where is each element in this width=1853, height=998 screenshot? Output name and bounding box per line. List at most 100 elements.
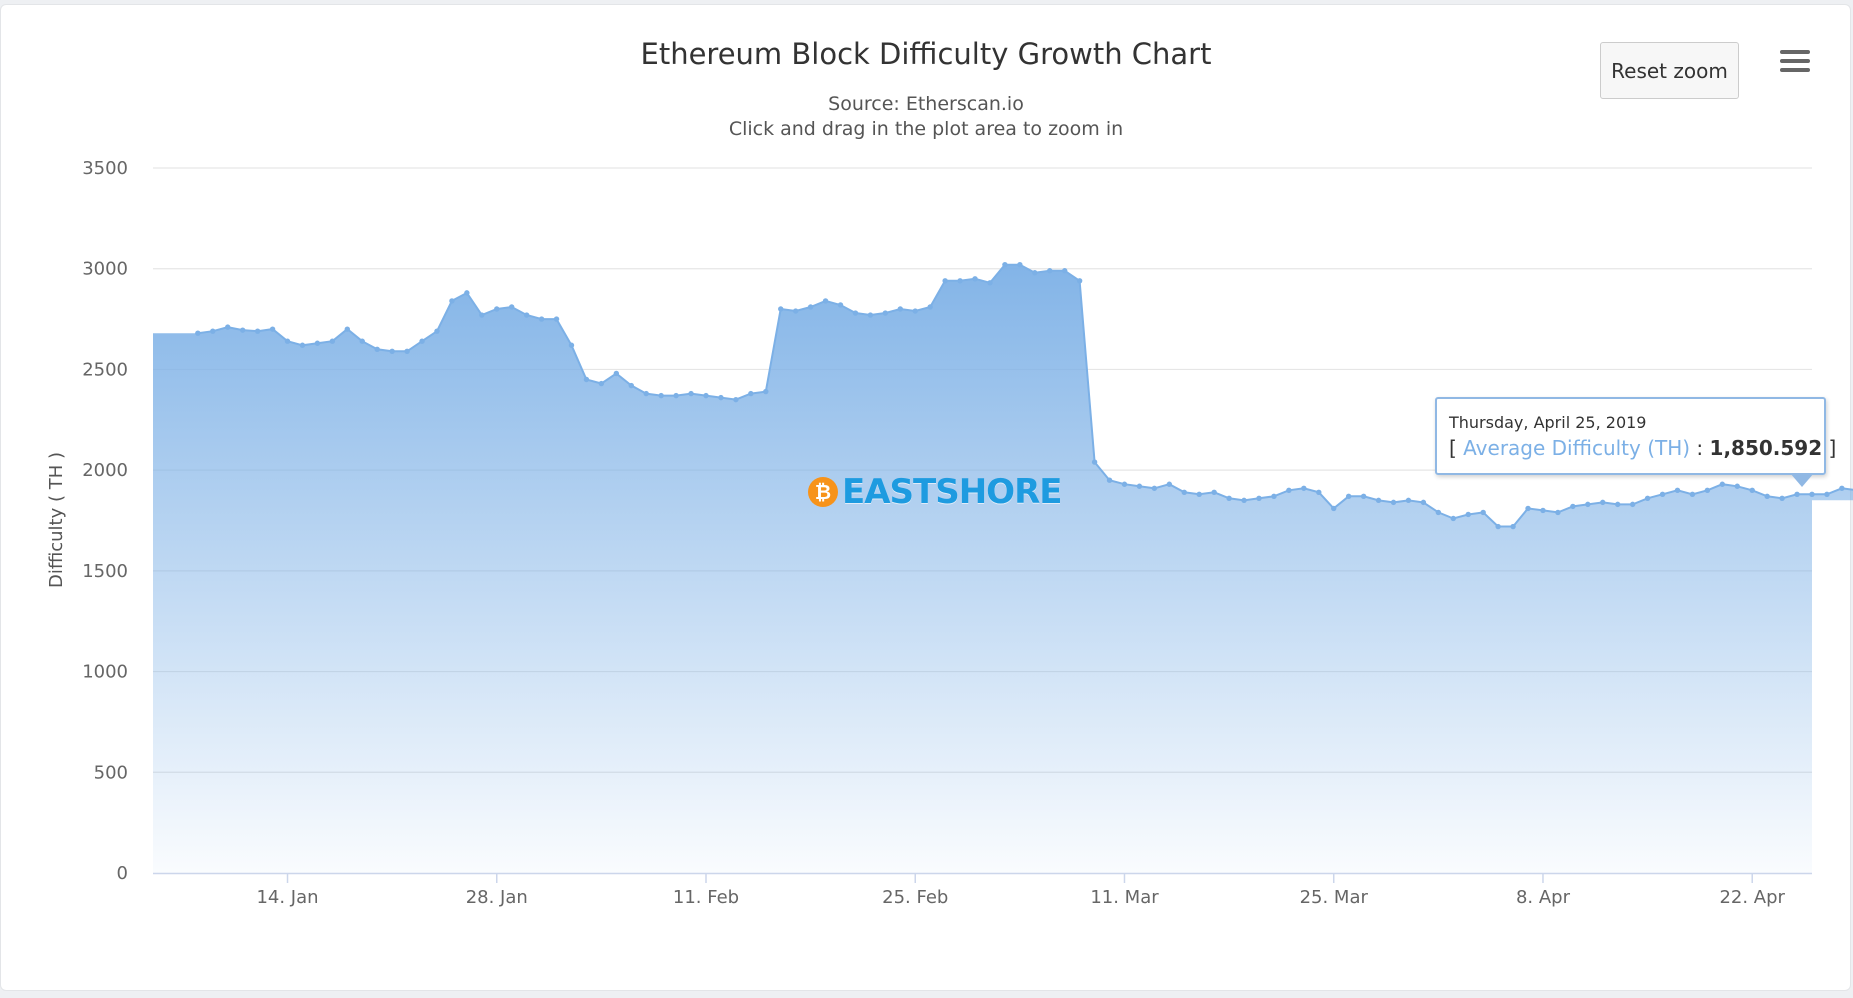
data-point[interactable] — [1166, 481, 1173, 487]
data-point[interactable] — [299, 342, 306, 348]
data-point[interactable] — [897, 306, 903, 312]
data-point[interactable] — [434, 328, 440, 334]
data-point[interactable] — [628, 382, 634, 389]
data-point[interactable] — [1644, 495, 1651, 502]
data-point[interactable] — [359, 338, 365, 344]
data-point[interactable] — [1555, 509, 1561, 516]
data-point[interactable] — [1719, 481, 1726, 487]
data-point[interactable] — [778, 306, 784, 312]
data-point[interactable] — [987, 280, 993, 286]
data-point[interactable] — [1480, 509, 1486, 516]
data-point[interactable] — [1495, 523, 1501, 530]
data-point[interactable] — [1734, 483, 1740, 489]
data-point[interactable] — [1615, 501, 1621, 508]
data-point[interactable] — [523, 312, 530, 318]
data-point[interactable] — [225, 324, 231, 330]
data-point[interactable] — [957, 278, 963, 284]
data-point[interactable] — [329, 338, 336, 344]
data-point[interactable] — [613, 370, 620, 377]
data-point[interactable] — [314, 340, 321, 346]
data-point[interactable] — [1286, 487, 1292, 493]
data-point[interactable] — [1047, 268, 1053, 274]
data-point[interactable] — [1062, 268, 1068, 274]
data-point[interactable] — [1600, 499, 1606, 506]
data-point[interactable] — [1091, 459, 1098, 465]
data-point[interactable] — [374, 346, 380, 352]
data-point[interactable] — [1196, 491, 1202, 498]
data-point[interactable] — [1375, 497, 1382, 504]
data-point[interactable] — [792, 308, 799, 314]
data-point[interactable] — [1211, 489, 1217, 495]
data-point[interactable] — [807, 304, 814, 310]
data-point[interactable] — [1794, 491, 1800, 498]
data-point[interactable] — [1017, 261, 1023, 268]
data-point[interactable] — [1360, 493, 1367, 500]
data-point[interactable] — [509, 304, 515, 310]
data-point[interactable] — [284, 338, 291, 344]
data-point[interactable] — [1839, 485, 1845, 491]
data-point[interactable] — [1674, 487, 1681, 493]
data-point[interactable] — [195, 330, 201, 336]
data-point[interactable] — [1032, 270, 1038, 276]
data-point[interactable] — [837, 302, 844, 308]
data-point[interactable] — [583, 376, 590, 383]
data-point[interactable] — [1241, 497, 1247, 504]
data-point[interactable] — [449, 298, 455, 304]
data-point[interactable] — [1316, 489, 1322, 495]
data-point[interactable] — [1405, 497, 1412, 504]
data-point[interactable] — [404, 348, 410, 354]
data-point[interactable] — [867, 312, 874, 318]
data-point[interactable] — [658, 392, 664, 399]
hamburger-menu-icon[interactable] — [1775, 46, 1815, 78]
data-point[interactable] — [1136, 483, 1143, 489]
data-point[interactable] — [1181, 489, 1187, 495]
data-point[interactable] — [553, 316, 560, 322]
data-point[interactable] — [1271, 493, 1277, 500]
data-point[interactable] — [972, 276, 978, 282]
data-point[interactable] — [718, 394, 724, 401]
data-point[interactable] — [389, 348, 395, 354]
series-area[interactable] — [153, 263, 1853, 873]
data-point[interactable] — [882, 310, 889, 316]
data-point[interactable] — [1226, 495, 1232, 502]
data-point[interactable] — [1570, 503, 1576, 510]
data-point[interactable] — [1704, 487, 1711, 493]
data-point[interactable] — [1659, 491, 1666, 498]
data-point[interactable] — [1465, 511, 1471, 518]
data-point[interactable] — [643, 390, 649, 397]
data-point[interactable] — [1121, 481, 1128, 487]
data-point[interactable] — [1450, 515, 1456, 522]
data-point[interactable] — [479, 312, 485, 318]
data-point[interactable] — [598, 380, 605, 387]
data-point[interactable] — [942, 278, 948, 284]
data-point[interactable] — [852, 310, 859, 316]
data-point[interactable] — [568, 342, 575, 348]
data-point[interactable] — [1002, 261, 1008, 268]
data-point[interactable] — [1151, 485, 1158, 491]
data-point[interactable] — [1256, 495, 1262, 502]
data-point[interactable] — [254, 328, 261, 334]
data-point[interactable] — [703, 392, 709, 399]
data-point[interactable] — [673, 392, 679, 399]
data-point[interactable] — [1331, 505, 1337, 512]
data-point[interactable] — [1629, 501, 1636, 508]
data-point[interactable] — [1779, 495, 1785, 502]
data-point[interactable] — [1689, 491, 1696, 498]
data-point[interactable] — [269, 326, 276, 332]
data-point[interactable] — [1301, 485, 1307, 491]
data-point[interactable] — [1435, 509, 1442, 516]
data-point[interactable] — [538, 316, 545, 322]
reset-zoom-button[interactable]: Reset zoom — [1600, 42, 1739, 99]
data-point[interactable] — [733, 396, 739, 403]
data-point[interactable] — [210, 328, 216, 334]
data-point[interactable] — [1345, 493, 1352, 500]
data-point[interactable] — [1106, 477, 1113, 483]
data-point[interactable] — [688, 390, 694, 397]
data-point[interactable] — [927, 304, 933, 310]
data-point[interactable] — [1420, 499, 1427, 506]
data-point[interactable] — [1540, 507, 1546, 514]
data-point[interactable] — [1824, 491, 1830, 498]
data-point[interactable] — [1076, 278, 1083, 284]
data-point[interactable] — [1764, 493, 1770, 500]
